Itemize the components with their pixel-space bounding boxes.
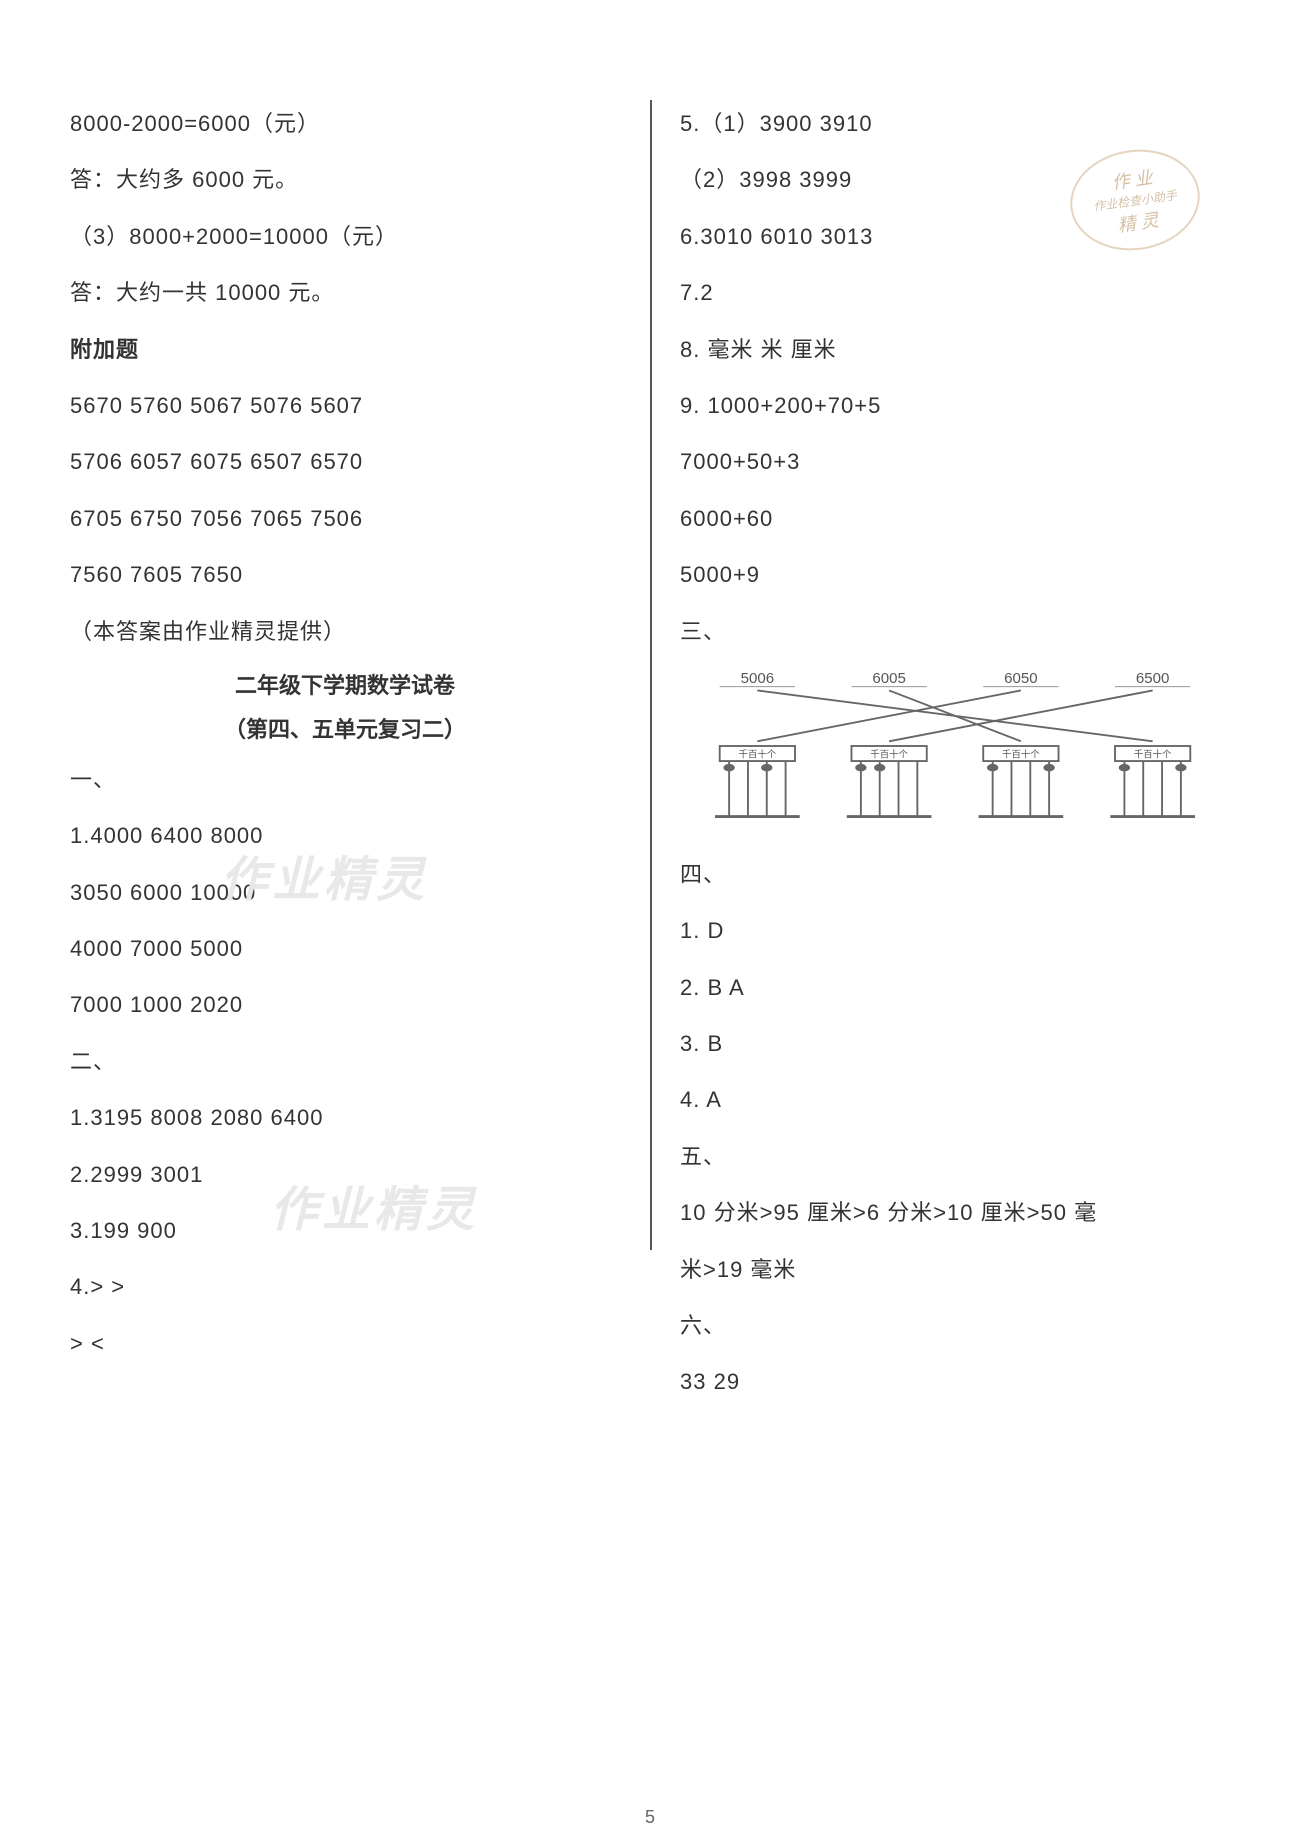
answer-line: 8000-2000=6000（元） — [70, 100, 620, 148]
stamp-line: 精 灵 — [1116, 206, 1160, 237]
answer-line: 5.（1）3900 3910 — [680, 100, 1230, 148]
section-heading: 附加题 — [70, 326, 620, 374]
section-number: 二、 — [70, 1038, 620, 1086]
answer-line: 7000 1000 2020 — [70, 981, 620, 1029]
answer-line: 8. 毫米 米 厘米 — [680, 326, 1230, 374]
section-number: 六、 — [680, 1302, 1230, 1350]
answer-line: 米>19 毫米 — [680, 1246, 1230, 1294]
number-row: 5670 5760 5067 5076 5607 — [70, 382, 620, 430]
section-number: 一、 — [70, 756, 620, 804]
svg-text:千百十个: 千百十个 — [739, 748, 777, 759]
answer-line: 9. 1000+200+70+5 — [680, 382, 1230, 430]
number-row: 6705 6750 7056 7065 7506 — [70, 495, 620, 543]
answer-line: 7000+50+3 — [680, 438, 1230, 486]
abacus-matching-diagram: 5006 6005 6050 6500 千百十个 — [680, 666, 1230, 831]
answer-line: 答：大约一共 10000 元。 — [70, 269, 620, 317]
answer-line: 3.199 900 — [70, 1207, 620, 1255]
answer-line: 2. B A — [680, 964, 1230, 1012]
svg-text:千百十个: 千百十个 — [870, 748, 908, 759]
answer-line: 答：大约多 6000 元。 — [70, 156, 620, 204]
abacus-svg: 5006 6005 6050 6500 千百十个 — [680, 666, 1230, 826]
answer-line: 3050 6000 10000 — [70, 869, 620, 917]
answer-line: 4.> > — [70, 1263, 620, 1311]
abacus-icon: 千百十个 — [715, 746, 800, 817]
paper-subtitle: （第四、五单元复习二） — [70, 712, 620, 744]
answer-line: 1.3195 8008 2080 6400 — [70, 1094, 620, 1142]
abacus-icon: 千百十个 — [847, 746, 932, 817]
answer-line: （3）8000+2000=10000（元） — [70, 213, 620, 261]
right-column: 作 业 作业检查小助手 精 灵 5.（1）3900 3910 （2）3998 3… — [650, 100, 1230, 1788]
answer-line: 33 29 — [680, 1358, 1230, 1406]
page-container: 作业精灵 作业精灵 8000-2000=6000（元） 答：大约多 6000 元… — [70, 100, 1230, 1788]
answer-line: 4000 7000 5000 — [70, 925, 620, 973]
page-number: 5 — [645, 1807, 655, 1828]
left-column: 8000-2000=6000（元） 答：大约多 6000 元。 （3）8000+… — [70, 100, 650, 1788]
answer-line: > < — [70, 1320, 620, 1368]
diagram-label: 6050 — [1004, 670, 1037, 687]
diagram-label: 5006 — [741, 670, 774, 687]
abacus-icon: 千百十个 — [979, 746, 1064, 817]
answer-line: 1. D — [680, 907, 1230, 955]
section-number: 三、 — [680, 608, 1230, 656]
answer-line: 1.4000 6400 8000 — [70, 812, 620, 860]
answer-line: 7.2 — [680, 269, 1230, 317]
section-number: 五、 — [680, 1133, 1230, 1181]
column-divider — [650, 100, 652, 1250]
diagram-label: 6005 — [872, 670, 905, 687]
number-row: 7560 7605 7650 — [70, 551, 620, 599]
answer-line: 3. B — [680, 1020, 1230, 1068]
credit-note: （本答案由作业精灵提供） — [70, 608, 620, 656]
paper-title: 二年级下学期数学试卷 — [70, 668, 620, 700]
number-row: 5706 6057 6075 6507 6570 — [70, 438, 620, 486]
diagram-label: 6500 — [1136, 670, 1169, 687]
answer-line: 4. A — [680, 1076, 1230, 1124]
section-number: 四、 — [680, 851, 1230, 899]
answer-line: 2.2999 3001 — [70, 1151, 620, 1199]
answer-line: 10 分米>95 厘米>6 分米>10 厘米>50 毫 — [680, 1189, 1230, 1237]
abacus-icon: 千百十个 — [1110, 746, 1195, 817]
svg-text:千百十个: 千百十个 — [1002, 748, 1040, 759]
answer-line: 5000+9 — [680, 551, 1230, 599]
answer-line: 6000+60 — [680, 495, 1230, 543]
svg-text:千百十个: 千百十个 — [1134, 748, 1172, 759]
